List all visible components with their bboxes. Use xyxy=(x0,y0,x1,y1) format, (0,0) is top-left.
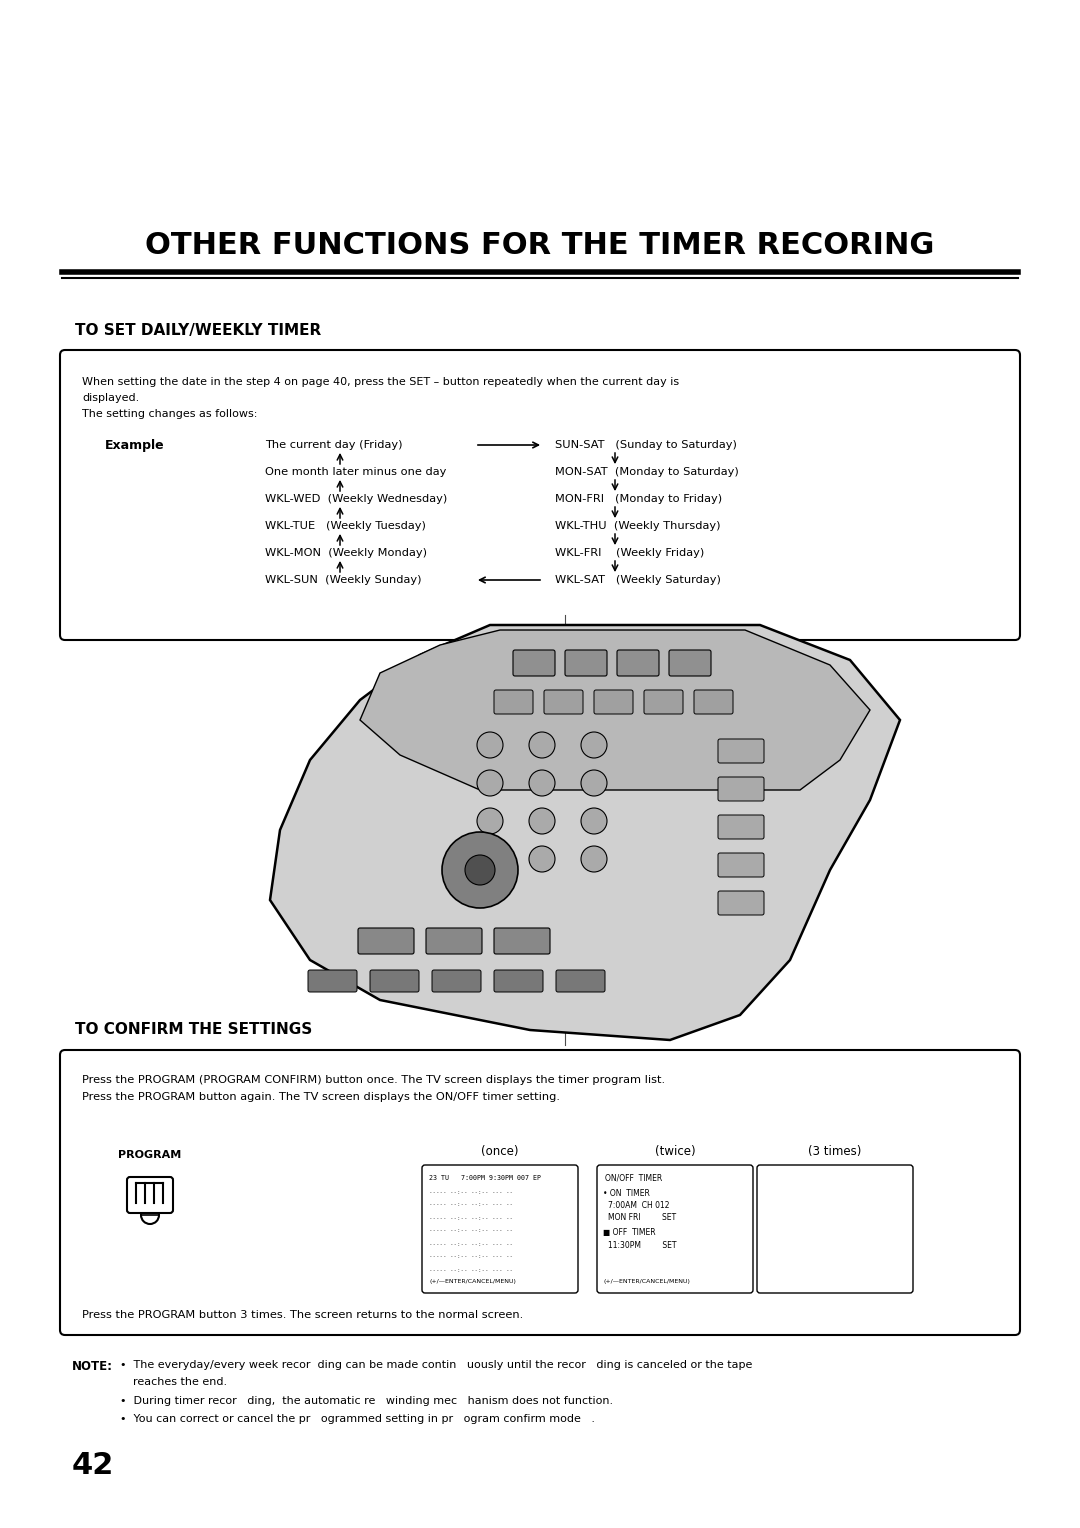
Text: ----- --:-- --:-- --- --: ----- --:-- --:-- --- -- xyxy=(429,1189,513,1195)
Text: ----- --:-- --:-- --- --: ----- --:-- --:-- --- -- xyxy=(429,1254,513,1259)
Circle shape xyxy=(529,770,555,796)
FancyBboxPatch shape xyxy=(60,1050,1020,1335)
Text: WKL-TUE   (Weekly Tuesday): WKL-TUE (Weekly Tuesday) xyxy=(265,521,426,532)
Text: Press the PROGRAM button again. The TV screen displays the ON/OFF timer setting.: Press the PROGRAM button again. The TV s… xyxy=(82,1093,561,1102)
Text: WKL-FRI    (Weekly Friday): WKL-FRI (Weekly Friday) xyxy=(555,549,704,558)
Text: (+/—ENTER/CANCEL/MENU): (+/—ENTER/CANCEL/MENU) xyxy=(429,1279,516,1285)
Text: Press the PROGRAM button 3 times. The screen returns to the normal screen.: Press the PROGRAM button 3 times. The sc… xyxy=(82,1309,523,1320)
Circle shape xyxy=(529,732,555,758)
FancyBboxPatch shape xyxy=(644,691,683,714)
FancyBboxPatch shape xyxy=(718,853,764,877)
Text: • ON  TIMER: • ON TIMER xyxy=(603,1189,650,1198)
Text: SUN-SAT   (Sunday to Saturday): SUN-SAT (Sunday to Saturday) xyxy=(555,440,737,451)
Text: ----- --:-- --:-- --- --: ----- --:-- --:-- --- -- xyxy=(429,1268,513,1273)
Text: WKL-SAT   (Weekly Saturday): WKL-SAT (Weekly Saturday) xyxy=(555,575,720,585)
FancyBboxPatch shape xyxy=(60,350,1020,640)
FancyBboxPatch shape xyxy=(494,927,550,953)
Circle shape xyxy=(477,770,503,796)
Polygon shape xyxy=(360,630,870,790)
FancyBboxPatch shape xyxy=(694,691,733,714)
FancyBboxPatch shape xyxy=(718,891,764,915)
Text: One month later minus one day: One month later minus one day xyxy=(265,468,446,477)
Text: TO SET DAILY/WEEKLY TIMER: TO SET DAILY/WEEKLY TIMER xyxy=(75,322,321,338)
Polygon shape xyxy=(270,625,900,1041)
Text: ON/OFF  TIMER: ON/OFF TIMER xyxy=(605,1174,662,1183)
FancyBboxPatch shape xyxy=(426,927,482,953)
FancyBboxPatch shape xyxy=(422,1164,578,1293)
FancyBboxPatch shape xyxy=(370,970,419,992)
Circle shape xyxy=(581,847,607,872)
Text: (3 times): (3 times) xyxy=(808,1146,862,1158)
FancyBboxPatch shape xyxy=(432,970,481,992)
Text: (+/—ENTER/CANCEL/MENU): (+/—ENTER/CANCEL/MENU) xyxy=(604,1279,691,1285)
Circle shape xyxy=(581,770,607,796)
Text: WKL-WED  (Weekly Wednesday): WKL-WED (Weekly Wednesday) xyxy=(265,494,447,504)
Text: ----- --:-- --:-- --- --: ----- --:-- --:-- --- -- xyxy=(429,1215,513,1221)
FancyBboxPatch shape xyxy=(494,691,534,714)
Text: displayed.: displayed. xyxy=(82,393,139,403)
Text: •  You can correct or cancel the pr   ogrammed setting in pr   ogram confirm mod: • You can correct or cancel the pr ogram… xyxy=(120,1413,595,1424)
Circle shape xyxy=(477,808,503,834)
Text: •  During timer recor   ding,  the automatic re   winding mec   hanism does not : • During timer recor ding, the automatic… xyxy=(120,1397,613,1406)
Text: 23 TU   7:00PM 9:30PM 007 EP: 23 TU 7:00PM 9:30PM 007 EP xyxy=(429,1175,541,1181)
Circle shape xyxy=(581,732,607,758)
Text: reaches the end.: reaches the end. xyxy=(133,1377,227,1387)
FancyBboxPatch shape xyxy=(718,740,764,762)
Text: Example: Example xyxy=(105,439,164,451)
FancyBboxPatch shape xyxy=(669,649,711,675)
Circle shape xyxy=(477,732,503,758)
Text: WKL-SUN  (Weekly Sunday): WKL-SUN (Weekly Sunday) xyxy=(265,575,421,585)
Text: Press the PROGRAM (PROGRAM CONFIRM) button once. The TV screen displays the time: Press the PROGRAM (PROGRAM CONFIRM) butt… xyxy=(82,1076,665,1085)
Circle shape xyxy=(442,833,518,908)
Text: NOTE:: NOTE: xyxy=(72,1360,113,1374)
FancyBboxPatch shape xyxy=(718,778,764,801)
Text: 42: 42 xyxy=(72,1450,114,1479)
Circle shape xyxy=(581,808,607,834)
Text: When setting the date in the step 4 on page 40, press the SET – button repeatedl: When setting the date in the step 4 on p… xyxy=(82,377,679,387)
Text: ■ OFF  TIMER: ■ OFF TIMER xyxy=(603,1229,656,1238)
FancyBboxPatch shape xyxy=(617,649,659,675)
Text: TO CONFIRM THE SETTINGS: TO CONFIRM THE SETTINGS xyxy=(75,1022,312,1038)
Circle shape xyxy=(465,856,495,885)
Text: ----- --:-- --:-- --- --: ----- --:-- --:-- --- -- xyxy=(429,1203,513,1207)
Text: The setting changes as follows:: The setting changes as follows: xyxy=(82,410,257,419)
FancyBboxPatch shape xyxy=(544,691,583,714)
FancyBboxPatch shape xyxy=(556,970,605,992)
FancyBboxPatch shape xyxy=(594,691,633,714)
Text: •  The everyday/every week recor  ding can be made contin   uously until the rec: • The everyday/every week recor ding can… xyxy=(120,1360,753,1371)
Text: (twice): (twice) xyxy=(654,1146,696,1158)
FancyBboxPatch shape xyxy=(127,1177,173,1213)
FancyBboxPatch shape xyxy=(718,814,764,839)
FancyBboxPatch shape xyxy=(513,649,555,675)
Text: PROGRAM: PROGRAM xyxy=(119,1151,181,1160)
Text: MON-SAT  (Monday to Saturday): MON-SAT (Monday to Saturday) xyxy=(555,468,739,477)
Text: 11:30PM         SET: 11:30PM SET xyxy=(608,1241,676,1250)
FancyBboxPatch shape xyxy=(565,649,607,675)
FancyBboxPatch shape xyxy=(597,1164,753,1293)
Text: MON FRI         SET: MON FRI SET xyxy=(608,1213,676,1222)
FancyBboxPatch shape xyxy=(357,927,414,953)
Circle shape xyxy=(141,1206,159,1224)
Text: (once): (once) xyxy=(482,1146,518,1158)
Text: OTHER FUNCTIONS FOR THE TIMER RECORING: OTHER FUNCTIONS FOR THE TIMER RECORING xyxy=(146,231,934,260)
Circle shape xyxy=(477,847,503,872)
Circle shape xyxy=(529,808,555,834)
Text: 7:00AM  CH 012: 7:00AM CH 012 xyxy=(608,1201,670,1210)
Text: MON-FRI   (Monday to Friday): MON-FRI (Monday to Friday) xyxy=(555,494,723,504)
Text: WKL-THU  (Weekly Thursday): WKL-THU (Weekly Thursday) xyxy=(555,521,720,532)
FancyBboxPatch shape xyxy=(494,970,543,992)
Text: ----- --:-- --:-- --- --: ----- --:-- --:-- --- -- xyxy=(429,1229,513,1233)
Circle shape xyxy=(529,847,555,872)
Text: ----- --:-- --:-- --- --: ----- --:-- --:-- --- -- xyxy=(429,1241,513,1247)
Text: WKL-MON  (Weekly Monday): WKL-MON (Weekly Monday) xyxy=(265,549,427,558)
FancyBboxPatch shape xyxy=(757,1164,913,1293)
Text: The current day (Friday): The current day (Friday) xyxy=(265,440,403,451)
FancyBboxPatch shape xyxy=(308,970,357,992)
